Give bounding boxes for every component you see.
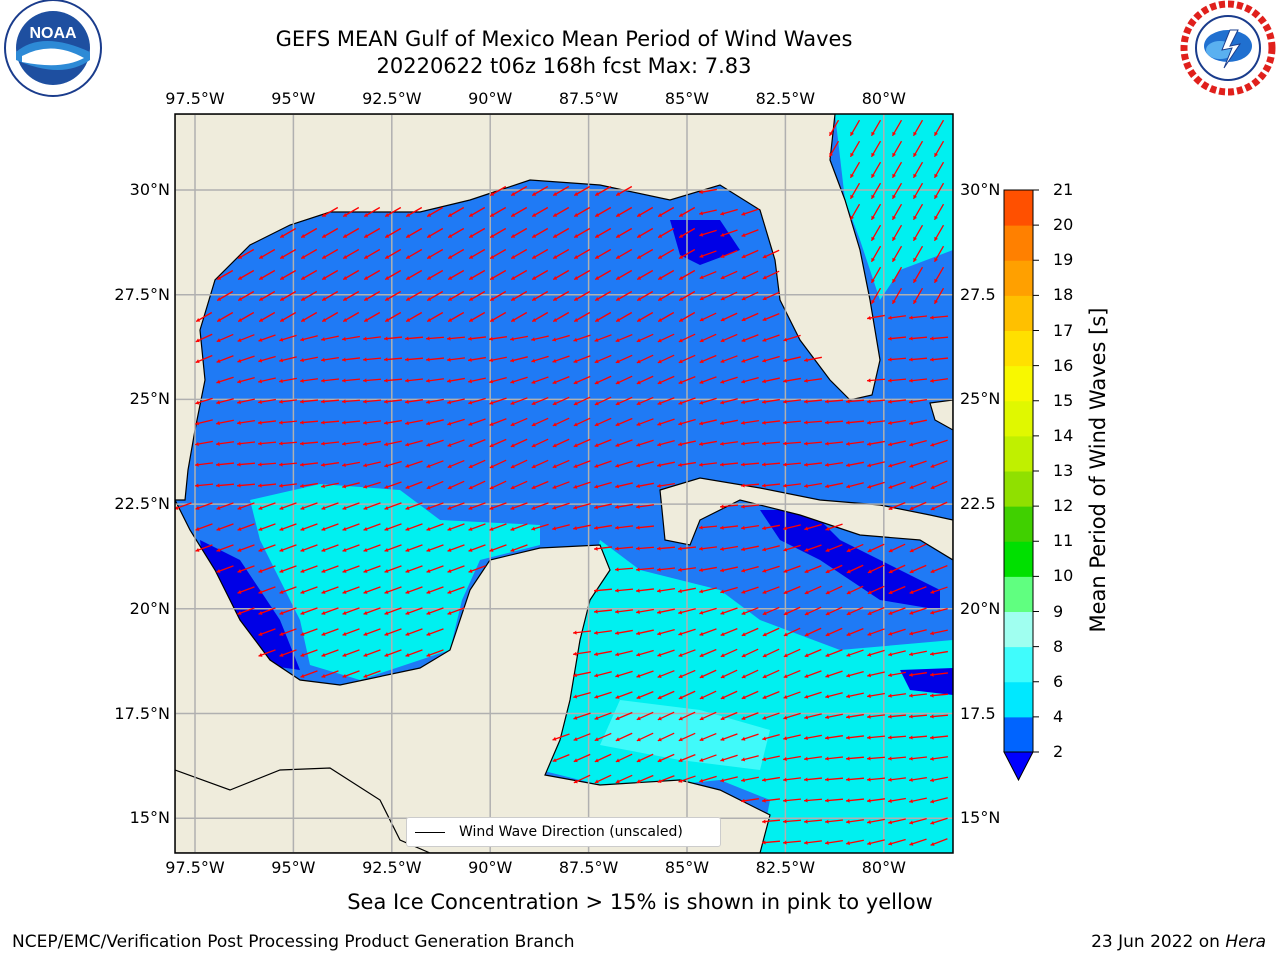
svg-text:NOAA: NOAA — [29, 25, 77, 42]
deep-blue-wave-region — [200, 540, 300, 670]
wind-wave-arrows — [175, 119, 949, 846]
latitude-label: 22.5°N — [114, 494, 170, 514]
longitude-label: 92.5°W — [362, 858, 422, 877]
colorbar-tick-label: 2 — [1053, 742, 1064, 761]
chart-title: GEFS MEAN Gulf of Mexico Mean Period of … — [275, 27, 853, 51]
noaa-logo: NOAA — [4, 0, 102, 97]
latitude-label-right: 17.5 — [960, 703, 996, 723]
latitude-label: 25°N — [129, 389, 170, 409]
chart-subtitle: 20220622 t06z 168h fcst Max: 7.83 — [376, 54, 752, 78]
map-frame — [174, 113, 954, 854]
longitude-label: 82.5°W — [755, 858, 816, 877]
colorbar-tick-label: 11 — [1053, 531, 1074, 551]
longitude-label: 90°W — [468, 858, 513, 877]
footer-date-text: 23 Jun 2022 on — [1091, 932, 1220, 952]
nws-logo — [1180, 0, 1276, 96]
colorbar-segment — [1004, 681, 1033, 718]
cyan-wave-region — [250, 484, 540, 680]
latitude-label-right: 30°N — [960, 180, 1001, 199]
colorbar-segment — [1004, 576, 1033, 612]
latitude-label-right: 25°N — [960, 389, 1001, 409]
colorbar-extend-arrow — [1003, 751, 1034, 782]
latitude-label: 20°N — [129, 598, 170, 618]
colorbar-segment — [1004, 435, 1033, 472]
colorbar-segment — [1004, 646, 1033, 683]
legend-line-swatch — [415, 831, 445, 833]
colorbar-tick-label: 20 — [1053, 215, 1074, 235]
longitude-label: 95°W — [271, 89, 316, 108]
colorbar-tick-label: 14 — [1053, 425, 1074, 445]
colorbar-segment — [1004, 260, 1033, 296]
colorbar-segment — [1004, 471, 1033, 507]
colorbar-tick-label: 4 — [1053, 706, 1064, 726]
colorbar-segment — [1004, 400, 1033, 437]
colorbar-tick-label: 19 — [1053, 250, 1074, 270]
colorbar-tick-label: 21 — [1053, 180, 1074, 199]
colorbar-segment — [1004, 365, 1033, 402]
footer-date: 23 Jun 2022 on Hera — [1091, 932, 1266, 952]
latitude-label: 27.5°N — [114, 284, 170, 304]
longitude-label: 87.5°W — [558, 89, 619, 108]
longitude-label: 92.5°W — [362, 89, 422, 108]
colorbar-tick-label: 6 — [1053, 671, 1064, 691]
land-mass — [175, 114, 881, 501]
longitude-label: 82.5°W — [755, 89, 816, 108]
colorbar-segment — [1004, 190, 1033, 226]
colorbar-segment — [1004, 506, 1033, 542]
latitude-label: 17.5°N — [114, 703, 170, 723]
colorbar-segment — [1004, 295, 1033, 331]
colorbar — [1003, 189, 1039, 782]
latitude-label-right: 20°N — [960, 598, 1001, 618]
latitude-label-right: 22.5 — [960, 494, 996, 514]
colorbar-tick-label: 10 — [1053, 566, 1074, 586]
longitude-label: 85°W — [664, 858, 710, 877]
longitude-label: 95°W — [271, 858, 316, 877]
longitude-label: 97.5°W — [165, 858, 225, 877]
colorbar-tick-label: 8 — [1053, 636, 1064, 656]
deep-blue-wave-region — [760, 510, 940, 610]
latitude-label: 15°N — [129, 808, 170, 828]
colorbar-segment — [1004, 611, 1033, 648]
colorbar-label: Mean Period of Wind Waves [s] — [1086, 307, 1110, 633]
land-mass — [929, 399, 953, 431]
colorbar-tick-label: 17 — [1053, 320, 1074, 340]
colorbar-tick-label: 9 — [1053, 601, 1064, 621]
colorbar-segment — [1004, 716, 1033, 753]
legend-label: Wind Wave Direction (unscaled) — [459, 824, 683, 840]
longitude-label: 80°W — [861, 858, 906, 877]
map-legend: Wind Wave Direction (unscaled) — [406, 817, 721, 847]
latitude-label-right: 27.5 — [960, 284, 996, 304]
longitude-label: 97.5°W — [165, 89, 225, 108]
land-mass — [659, 477, 953, 561]
colorbar-tick-label: 18 — [1053, 285, 1074, 305]
longitude-label: 87.5°W — [558, 858, 619, 877]
colorbar-tick-label: 12 — [1053, 496, 1074, 516]
footer-credit: NCEP/EMC/Verification Post Processing Pr… — [12, 932, 575, 952]
colorbar-segment — [1004, 225, 1033, 261]
longitude-label: 80°W — [861, 89, 906, 108]
colorbar-tick-label: 16 — [1053, 355, 1074, 375]
cyan-wave-region — [835, 114, 953, 300]
latitude-label: 30°N — [129, 180, 170, 199]
footer-host: Hera — [1225, 932, 1266, 952]
longitude-label: 90°W — [468, 89, 513, 108]
colorbar-segment — [1004, 330, 1033, 367]
colorbar-segment — [1004, 541, 1033, 577]
latitude-label-right: 15°N — [960, 808, 1001, 828]
colorbar-tick-label: 13 — [1053, 461, 1074, 480]
land-mass — [175, 499, 771, 853]
colorbar-tick-label: 15 — [1053, 390, 1074, 410]
longitude-label: 85°W — [664, 89, 710, 108]
sea-ice-note: Sea Ice Concentration > 15% is shown in … — [347, 890, 933, 914]
